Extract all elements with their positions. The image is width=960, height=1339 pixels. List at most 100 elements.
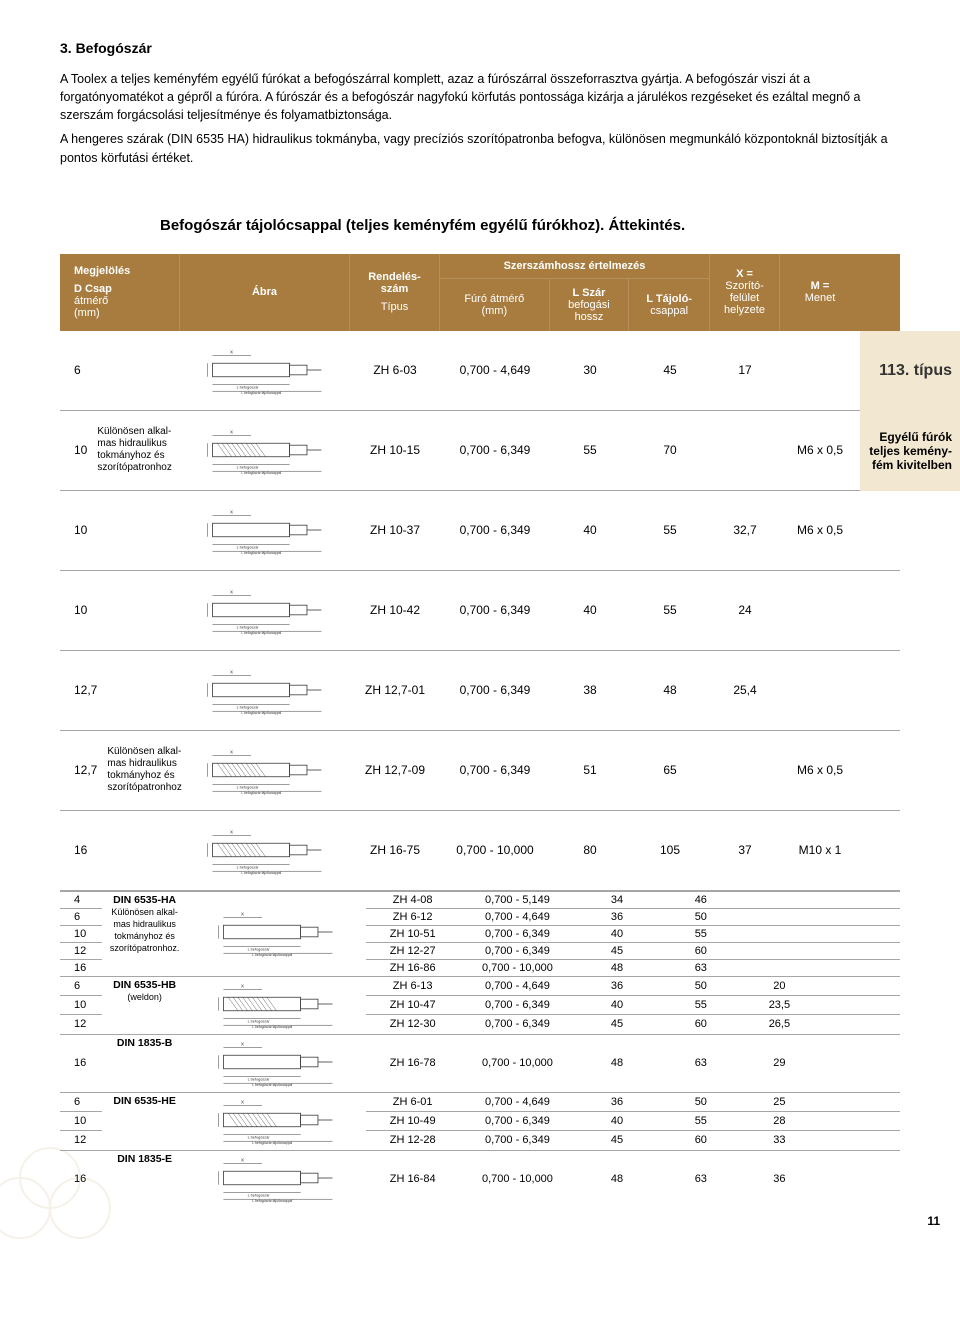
cell-lszar: 55 — [550, 437, 630, 463]
sub-heading: Befogószár tájolócsappal (teljes keményf… — [160, 217, 900, 234]
svg-text:L befogószár: L befogószár — [247, 1193, 270, 1197]
svg-text:L befogószár: L befogószár — [236, 465, 259, 469]
cell-x: 26,5 — [743, 1015, 816, 1034]
cell-dia: 0,700 - 6,349 — [440, 597, 550, 623]
svg-text:L befogószár tájolócsappal: L befogószár tájolócsappal — [241, 791, 281, 795]
svg-text:L befogószár: L befogószár — [236, 385, 259, 389]
cell-x: 37 — [710, 837, 780, 863]
cell-ltaj: 60 — [659, 942, 743, 959]
svg-text:L befogószár tájolócsappal: L befogószár tájolócsappal — [241, 631, 281, 635]
hdr-x3: felület — [716, 292, 773, 304]
cell-d: 12 — [60, 1015, 102, 1034]
cell-ltaj: 63 — [659, 959, 743, 976]
cell-ltaj: 63 — [659, 1150, 743, 1208]
cell-m: M6 x 0,5 — [780, 757, 860, 783]
cell-d: 10 — [60, 517, 180, 543]
d-value: 10 — [74, 603, 87, 617]
cell-lszar: 45 — [575, 1131, 659, 1150]
cell-ltaj: 50 — [659, 976, 743, 995]
hdr-ltaj: L Tájoló- csappal — [629, 279, 709, 331]
hdr-lszar1: L Szár — [573, 287, 606, 299]
group-label: DIN 1835-B — [102, 1034, 187, 1092]
hdr-ltaj1: L Tájoló- — [646, 293, 692, 305]
cell-x — [743, 942, 816, 959]
d-value: 12,7 — [74, 683, 97, 697]
cell-d: 10 — [60, 995, 102, 1014]
svg-text:L befogószár tájolócsappal: L befogószár tájolócsappal — [241, 871, 281, 875]
cell-dia: 0,700 - 10,000 — [440, 837, 550, 863]
cell-lszar: 40 — [575, 925, 659, 942]
cell-x — [743, 908, 816, 925]
cell-m — [816, 959, 900, 976]
svg-text:L befogószár: L befogószár — [236, 625, 259, 629]
hdr-x1: X = — [736, 268, 753, 280]
cell-lszar: 45 — [575, 1015, 659, 1034]
hdr-dcsap: D Csap — [74, 283, 112, 295]
svg-text:L befogószár tájolócsappal: L befogószár tájolócsappal — [241, 391, 281, 395]
cell-ltaj: 70 — [630, 437, 710, 463]
cell-type: ZH 16-84 — [366, 1150, 460, 1208]
cell-lszar: 40 — [575, 995, 659, 1014]
svg-text:X: X — [241, 1041, 245, 1047]
d-value: 10 — [74, 443, 87, 457]
shank-diagram-icon: X L befogószár L befogószár tájolócsappa… — [198, 345, 333, 395]
cell-lszar: 30 — [550, 357, 630, 383]
cell-type: ZH 12,7-01 — [350, 677, 440, 703]
cell-dia: 0,700 - 10,000 — [460, 959, 575, 976]
cell-ltaj: 65 — [630, 757, 710, 783]
cell-dia: 0,700 - 10,000 — [460, 1150, 575, 1208]
cell-type: ZH 6-03 — [350, 357, 440, 383]
cell-type: ZH 6-13 — [366, 976, 460, 995]
cell-abra: X L befogószár L befogószár tájolócsappa… — [180, 739, 350, 801]
cell-dia: 0,700 - 6,349 — [460, 1111, 575, 1130]
d-value: 6 — [74, 363, 81, 377]
cell-ltaj: 55 — [630, 517, 710, 543]
cell-lszar: 38 — [550, 677, 630, 703]
svg-text:X: X — [241, 1157, 245, 1163]
cell-abra: X L befogószár L befogószár tájolócsappa… — [180, 659, 350, 721]
svg-text:L befogószár tájolócsappal: L befogószár tájolócsappal — [252, 1199, 292, 1203]
shank-diagram-icon: X L befogószár L befogószár tájolócsappa… — [198, 425, 333, 475]
cell-dia: 0,700 - 6,349 — [460, 1015, 575, 1034]
cell-d: 12,7 Különösen alkal-mas hidraulikus tok… — [60, 740, 180, 800]
cell-m — [816, 1111, 900, 1130]
cell-m — [780, 604, 860, 616]
group-diagram: X L befogószár L befogószár tájolócsappa… — [187, 891, 365, 976]
hdr-x: X = Szorító- felület helyzete — [710, 254, 780, 331]
hdr-rend1: Rendelés- — [368, 271, 421, 283]
cell-lszar: 36 — [575, 976, 659, 995]
hdr-mm: (mm) — [74, 307, 100, 319]
cell-dia: 0,700 - 5,149 — [460, 891, 575, 908]
cell-x: 25 — [743, 1092, 816, 1111]
cell-dia: 0,700 - 6,349 — [460, 1131, 575, 1150]
table-row: 10 X L befogószár L befogószár tájolócsa… — [60, 491, 900, 571]
svg-text:L befogószár: L befogószár — [247, 1135, 270, 1139]
cell-type: ZH 10-47 — [366, 995, 460, 1014]
cell-x: 25,4 — [710, 677, 780, 703]
cell-type: ZH 6-01 — [366, 1092, 460, 1111]
svg-text:X: X — [229, 510, 233, 516]
table-row: 12,7 Különösen alkal-mas hidraulikus tok… — [60, 731, 900, 811]
table-row: 12,7 X L befogószár L befogószár tájolóc… — [60, 651, 900, 731]
cell-dia: 0,700 - 6,349 — [440, 517, 550, 543]
cell-x: 24 — [710, 597, 780, 623]
cell-d: 10 — [60, 597, 180, 623]
hdr-lszar: L Szár befogási hossz — [550, 279, 630, 331]
group-diagram: X L befogószár L befogószár tájolócsappa… — [187, 976, 365, 1034]
cell-type: ZH 10-42 — [350, 597, 440, 623]
intro-p1: A Toolex a teljes keményfém egyélű fúrók… — [60, 70, 900, 124]
cell-x — [743, 891, 816, 908]
cell-lszar: 51 — [550, 757, 630, 783]
cell-x: 32,7 — [710, 517, 780, 543]
cell-type: ZH 12-28 — [366, 1131, 460, 1150]
shank-diagram-icon: X L befogószár L befogószár tájolócsappa… — [209, 1095, 344, 1145]
svg-text:X: X — [229, 590, 233, 596]
d-value: 10 — [74, 523, 87, 537]
cell-lszar: 45 — [575, 942, 659, 959]
cell-m — [816, 1015, 900, 1034]
table-row: 6DIN 6535-HE X L befogószár L befogószár… — [60, 1092, 900, 1111]
hdr-x2: Szorító- — [716, 280, 773, 292]
shank-diagram-icon: X L befogószár L befogószár tájolócsappa… — [198, 745, 333, 795]
cell-d: 6 — [60, 357, 180, 383]
hdr-m2: Menet — [786, 292, 854, 304]
